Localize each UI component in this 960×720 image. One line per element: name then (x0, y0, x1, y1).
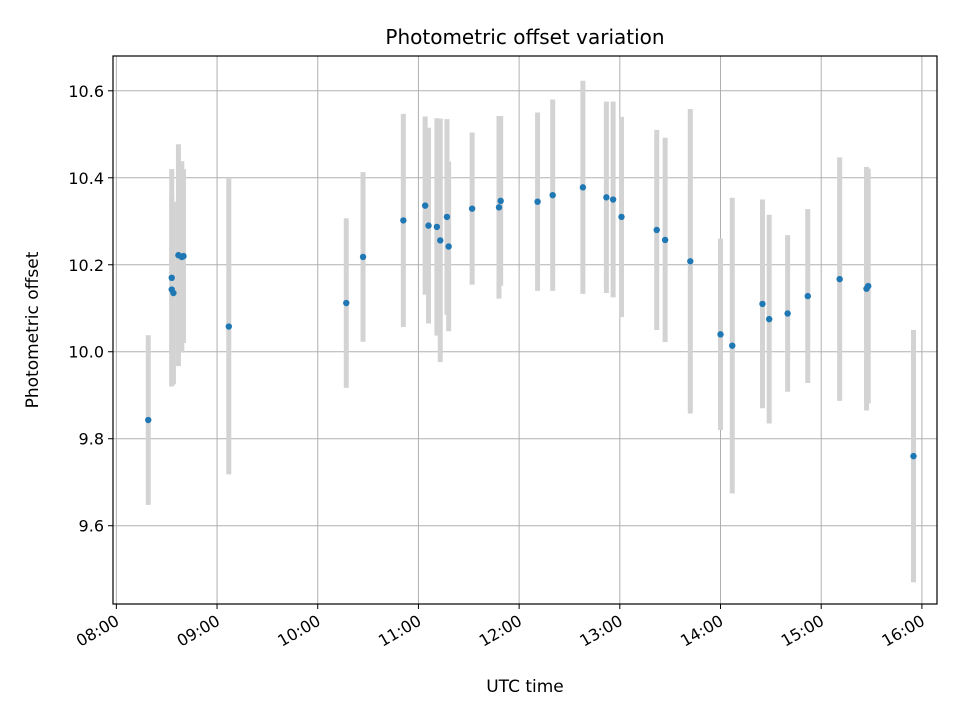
data-point (443, 213, 451, 221)
data-point (804, 292, 811, 300)
y-tick-label: 10.2 (68, 256, 104, 275)
data-point (836, 275, 843, 283)
data-point (225, 323, 232, 330)
data-point (468, 205, 476, 212)
y-tick-label: 10.0 (68, 343, 104, 362)
y-tick-label: 9.6 (79, 517, 104, 536)
data-point (433, 223, 441, 231)
data-point (400, 217, 407, 224)
data-point (445, 243, 452, 250)
y-tick-label: 9.8 (79, 430, 104, 449)
data-point (421, 202, 429, 209)
data-point (765, 315, 773, 323)
data-point (343, 299, 350, 307)
data-point (168, 274, 175, 282)
data-point (609, 196, 617, 203)
data-point (437, 237, 444, 244)
y-axis-title: Photometric offset (23, 251, 43, 408)
y-axis-ticks: 9.6 9.8 10.0 10.2 10.4 10.6 (68, 82, 113, 536)
data-point (910, 452, 917, 460)
data-point (661, 236, 669, 244)
grid (113, 56, 937, 604)
data-point (425, 222, 432, 229)
data-point (759, 300, 766, 308)
x-axis-title: UTC time (486, 677, 564, 697)
data-point (784, 310, 791, 317)
data-point (603, 194, 610, 201)
y-tick-label: 10.4 (68, 169, 104, 188)
data-point (495, 204, 503, 211)
data-point (864, 282, 872, 290)
data-points (145, 184, 917, 460)
data-point (717, 331, 724, 338)
data-point (359, 253, 367, 261)
data-point (170, 289, 177, 297)
data-point (534, 198, 541, 205)
chart-title: Photometric offset variation (385, 25, 664, 49)
data-point (579, 184, 587, 191)
y-tick-label: 10.6 (68, 82, 104, 101)
data-point (549, 191, 556, 199)
data-point (729, 342, 736, 349)
data-point (497, 197, 504, 205)
data-point (653, 226, 660, 234)
data-point (618, 213, 625, 221)
data-point (180, 252, 187, 260)
data-point (145, 416, 152, 424)
data-point (687, 258, 694, 265)
plot-frame (112, 55, 938, 605)
